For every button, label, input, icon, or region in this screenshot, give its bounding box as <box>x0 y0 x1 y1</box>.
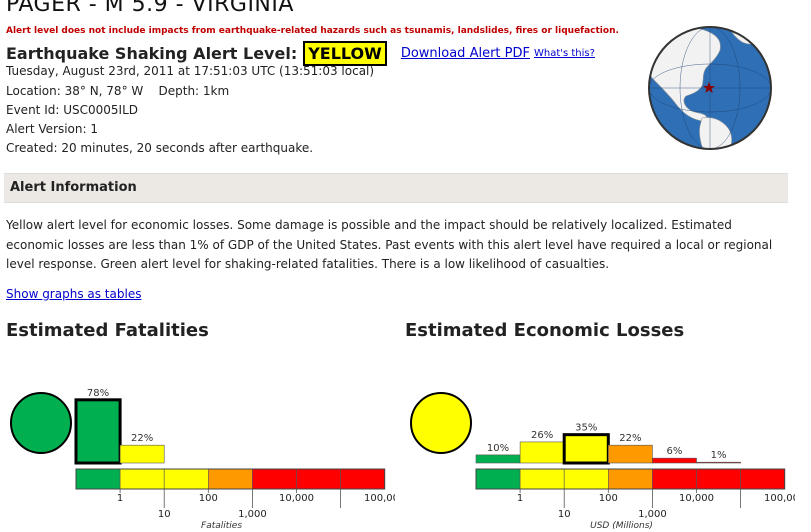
scale-segment-0 <box>75 468 121 490</box>
bar-2 <box>562 433 610 465</box>
tick-label-1: 1 <box>517 493 523 504</box>
economic-losses-chart: 10% 26% 35% 22% 6% 1% 1 100 10,000 100,000 10 1,000… <box>410 392 795 531</box>
alert-level-circle <box>10 392 72 454</box>
tick-label-1,000: 1,000 <box>638 509 667 520</box>
bar-3 <box>608 444 653 464</box>
bar-label-5: 1% <box>711 450 727 461</box>
tick-label-1,000: 1,000 <box>238 509 267 520</box>
epicenter-star-icon <box>703 82 715 93</box>
scale-segment-3 <box>608 468 653 490</box>
economic-losses-chart-title: Estimated Economic Losses <box>405 320 685 341</box>
scale-segment-0 <box>475 468 521 490</box>
tick-label-10: 10 <box>158 509 171 520</box>
download-alert-pdf-link[interactable]: Download Alert PDF <box>400 45 530 61</box>
bar-label-0: 78% <box>87 388 109 399</box>
scale-outline <box>75 468 386 490</box>
x-axis-label: Fatalities <box>201 521 242 531</box>
scale-segment-2 <box>163 468 209 490</box>
tick-label-10,000: 10,000 <box>279 493 314 504</box>
bar-1 <box>119 444 165 464</box>
bar-0 <box>74 398 122 465</box>
alert-level-circle <box>410 392 472 454</box>
page-title: PAGER - M 5.9 - VIRGINIA <box>6 0 294 17</box>
alert-level-badge: YELLOW <box>303 40 387 66</box>
tick-label-10: 10 <box>558 509 571 520</box>
globe-map-icon <box>648 26 772 150</box>
bar-1 <box>519 441 565 464</box>
bar-5 <box>696 461 741 464</box>
alert-information-text: Yellow alert level for economic losses. … <box>6 218 773 271</box>
created-time: Created: 20 minutes, 20 seconds after ea… <box>6 141 314 155</box>
bar-label-1: 22% <box>131 433 153 444</box>
bar-label-3: 22% <box>619 433 641 444</box>
show-graphs-as-tables-link[interactable]: Show graphs as tables <box>6 287 142 301</box>
event-datetime: Tuesday, August 23rd, 2011 at 17:51:03 U… <box>6 64 375 78</box>
bar-label-1: 26% <box>531 430 553 441</box>
bar-label-4: 6% <box>667 446 683 457</box>
fatalities-chart-title: Estimated Fatalities <box>6 320 209 341</box>
tick-label-100: 100 <box>199 493 218 504</box>
x-axis-label: USD (Millions) <box>590 521 653 531</box>
scale-segment-4 <box>652 468 697 490</box>
hazard-disclaimer: Alert level does not include impacts fro… <box>6 26 619 36</box>
bar-0 <box>475 454 521 464</box>
event-location: Location: 38° N, 78° W Depth: 1km <box>6 84 230 98</box>
scale-segment-3 <box>208 468 253 490</box>
bar-label-0: 10% <box>487 443 509 454</box>
scale-segment-1 <box>519 468 565 490</box>
scale-outline <box>475 468 786 490</box>
scale-segment-5 <box>296 468 341 490</box>
tick-label-100,000: 100,000 <box>364 493 395 504</box>
tick-label-100: 100 <box>599 493 618 504</box>
alert-information-title: Alert Information <box>10 180 137 195</box>
bar-4 <box>652 457 697 464</box>
scale-segment-1 <box>119 468 165 490</box>
whats-this-link[interactable]: What's this? <box>533 47 595 59</box>
alert-level-row: Earthquake Shaking Alert Level: YELLOW D… <box>6 40 595 66</box>
tick-label-10,000: 10,000 <box>679 493 714 504</box>
alert-version: Alert Version: 1 <box>6 122 98 136</box>
scale-segment-5 <box>696 468 741 490</box>
bar-label-2: 35% <box>575 423 597 434</box>
event-id: Event Id: USC0005ILD <box>6 103 138 117</box>
alert-level-label: Earthquake Shaking Alert Level: <box>6 43 298 63</box>
alert-information-header: Alert Information <box>4 173 788 203</box>
scale-segment-2 <box>563 468 609 490</box>
scale-segment-6 <box>740 468 786 490</box>
scale-segment-6 <box>340 468 386 490</box>
tick-label-1: 1 <box>117 493 123 504</box>
scale-segment-4 <box>252 468 297 490</box>
tick-label-100,000: 100,000 <box>764 493 795 504</box>
